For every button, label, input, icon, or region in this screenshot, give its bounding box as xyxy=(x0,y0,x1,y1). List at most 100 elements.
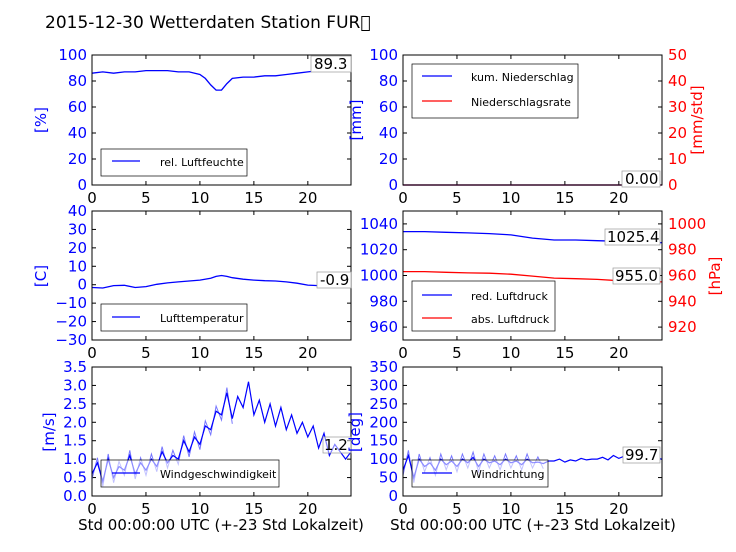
temperature-ylabel: [C] xyxy=(32,265,50,287)
temperature-ytick-label-4: 10 xyxy=(68,257,87,275)
humidity-ytick-label-5: 100 xyxy=(58,46,87,64)
precip-y2tick-label-4: 40 xyxy=(668,72,687,90)
humidity-ylabel: [%] xyxy=(32,107,50,133)
precip-value: 0.00 xyxy=(625,170,658,188)
wind_speed-xtick-label-1: 5 xyxy=(141,500,151,518)
pressure-xtick-label-2: 10 xyxy=(501,344,520,362)
humidity-x-ticks: 0 5 10 15 20 xyxy=(87,55,317,207)
precip-ytick-label-4: 80 xyxy=(379,72,398,90)
precip-ytick-label-3: 60 xyxy=(379,98,398,116)
wind_speed-ytick-label-0: 0.0 xyxy=(63,487,87,505)
pressure-y2label: [hPa] xyxy=(706,257,724,296)
panel-humidity: 0 20 40 60 80 100 0 5 10 15 20 [%] rel. Luftfeuch… xyxy=(32,46,352,207)
wind_dir-ytick-label-3: 150 xyxy=(369,432,398,450)
wind_dir-xlabel: Std 00:00:00 UTC (+-23 Std Lokalzeit) xyxy=(390,516,676,534)
precip-ylabel: [mm] xyxy=(347,100,365,141)
wind_dir-ytick-label-6: 300 xyxy=(369,376,398,394)
pressure-xtick-label-0: 0 xyxy=(398,344,408,362)
wind_speed-ytick-label-5: 2.5 xyxy=(63,395,87,413)
wind_dir-xtick-label-4: 20 xyxy=(609,500,628,518)
precip-legend: kum. Niederschlag Niederschlagsrate xyxy=(411,63,579,119)
precip-y-ticks: 0 20 40 60 80 100 xyxy=(369,46,662,194)
pressure-x-ticks: 0 5 10 15 20 xyxy=(398,211,628,362)
wind_speed-xtick-label-3: 15 xyxy=(244,500,263,518)
precip-y2tick-label-0: 0 xyxy=(668,176,678,194)
wind_dir-ytick-label-5: 250 xyxy=(369,395,398,413)
wind_dir-ytick-label-2: 100 xyxy=(369,450,398,468)
pressure-ytick-label-2: 1000 xyxy=(360,267,398,285)
humidity-xtick-label-1: 5 xyxy=(141,189,151,207)
pressure-xtick-label-1: 5 xyxy=(452,344,462,362)
wind_speed-ytick-label-2: 1.0 xyxy=(63,450,87,468)
humidity-ytick-label-3: 60 xyxy=(68,98,87,116)
wind_speed-legend: Windgeschwindigkeit xyxy=(100,459,280,488)
precip-y2label: [mm/std] xyxy=(688,85,706,154)
pressure-y2tick-label-1: 940 xyxy=(668,292,697,310)
figure-title: 2015-12-30 Wetterdaten Station FUR  xyxy=(45,13,371,33)
precip-xtick-label-4: 20 xyxy=(609,189,628,207)
wind_speed-frame xyxy=(91,366,352,497)
wind_dir-ytick-label-4: 200 xyxy=(369,413,398,431)
pressure-xtick-label-4: 20 xyxy=(609,344,628,362)
humidity-xtick-label-4: 20 xyxy=(298,189,317,207)
temperature-legend-label: Lufttemperatur xyxy=(160,312,244,325)
wind_speed-ytick-label-6: 3.0 xyxy=(63,376,87,394)
temperature-ytick-label-1: −20 xyxy=(55,313,87,331)
panel-wind-speed: 0.00.51.01.52.02.53.03.5 0 5 10 15 20 [m/s] … xyxy=(40,358,364,534)
temperature-xtick-label-0: 0 xyxy=(87,344,97,362)
wind_dir-xtick-label-2: 10 xyxy=(501,500,520,518)
pressure-ytick-label-4: 1040 xyxy=(360,215,398,233)
pressure-value-box-1: 1025.4 xyxy=(604,228,661,246)
pressure-value-box-2: 955.0 xyxy=(612,267,661,285)
precip-ytick-label-0: 0 xyxy=(388,176,398,194)
temperature-ytick-label-7: 40 xyxy=(68,202,87,220)
pressure-value-2: 955.0 xyxy=(615,267,658,285)
wind_speed-legend-label: Windgeschwindigkeit xyxy=(160,468,277,481)
precip-xtick-label-2: 10 xyxy=(501,189,520,207)
precip-y2-ticks: 0 10 20 30 40 50 xyxy=(668,46,687,194)
temperature-ytick-label-3: 0 xyxy=(77,276,87,294)
wind_speed-x-ticks: 0 5 10 15 20 xyxy=(87,367,317,518)
temperature-ytick-label-0: −30 xyxy=(55,331,87,349)
humidity-ytick-label-4: 80 xyxy=(68,72,87,90)
temperature-line xyxy=(91,274,351,289)
wind_speed-y-ticks: 0.00.51.01.52.02.53.03.5 xyxy=(63,358,351,505)
temperature-ytick-label-5: 20 xyxy=(68,239,87,257)
humidity-xtick-label-3: 15 xyxy=(244,189,263,207)
precip-y2tick-label-5: 50 xyxy=(668,46,687,64)
panel-precip: 0 20 40 60 80 100 0 10 20 30 40 50 0 5 10 15 20 [mm] [… xyxy=(347,46,706,207)
pressure-xtick-label-3: 15 xyxy=(555,344,574,362)
wind_dir-ytick-label-7: 350 xyxy=(369,358,398,376)
wind_speed-ylabel: [m/s] xyxy=(40,412,58,451)
pressure-legend-label-2: abs. Luftdruck xyxy=(471,313,550,326)
wind_dir-frame xyxy=(402,366,663,497)
pressure-frame xyxy=(402,210,663,341)
precip-ytick-label-1: 20 xyxy=(379,150,398,168)
precip-xtick-label-0: 0 xyxy=(398,189,408,207)
wind_dir-ylabel: [deg] xyxy=(346,412,364,452)
pressure-y2tick-label-0: 920 xyxy=(668,318,697,336)
humidity-ytick-label-2: 40 xyxy=(68,124,87,142)
pressure-y2-ticks: 920 940 960 980 1000 xyxy=(668,215,706,336)
wind_speed-ytick-label-7: 3.5 xyxy=(63,358,87,376)
wind_speed-ytick-label-1: 0.5 xyxy=(63,469,87,487)
temperature-legend: Lufttemperatur xyxy=(100,303,248,332)
pressure-y2tick-label-3: 980 xyxy=(668,241,697,259)
pressure-y-ticks: 960 980 1000 1020 1040 xyxy=(360,215,662,336)
humidity-xtick-label-0: 0 xyxy=(87,189,97,207)
wind_speed-ytick-label-4: 2.0 xyxy=(63,413,87,431)
temperature-ytick-label-2: −10 xyxy=(55,294,87,312)
precip-y2tick-label-3: 30 xyxy=(668,98,687,116)
precip-legend-label-2: Niederschlagsrate xyxy=(471,96,571,109)
wind_speed-xtick-label-4: 20 xyxy=(298,500,317,518)
precip-value-box: 0.00 xyxy=(621,170,661,188)
wind_dir-legend: Windrichtung xyxy=(411,459,549,488)
humidity-ytick-label-1: 20 xyxy=(68,150,87,168)
humidity-legend-label: rel. Luftfeuchte xyxy=(160,156,244,169)
precip-y2tick-label-2: 20 xyxy=(668,124,687,142)
temperature-x-ticks: 0 5 10 15 20 xyxy=(87,211,317,362)
wind_dir-value: 99.7 xyxy=(625,446,658,464)
